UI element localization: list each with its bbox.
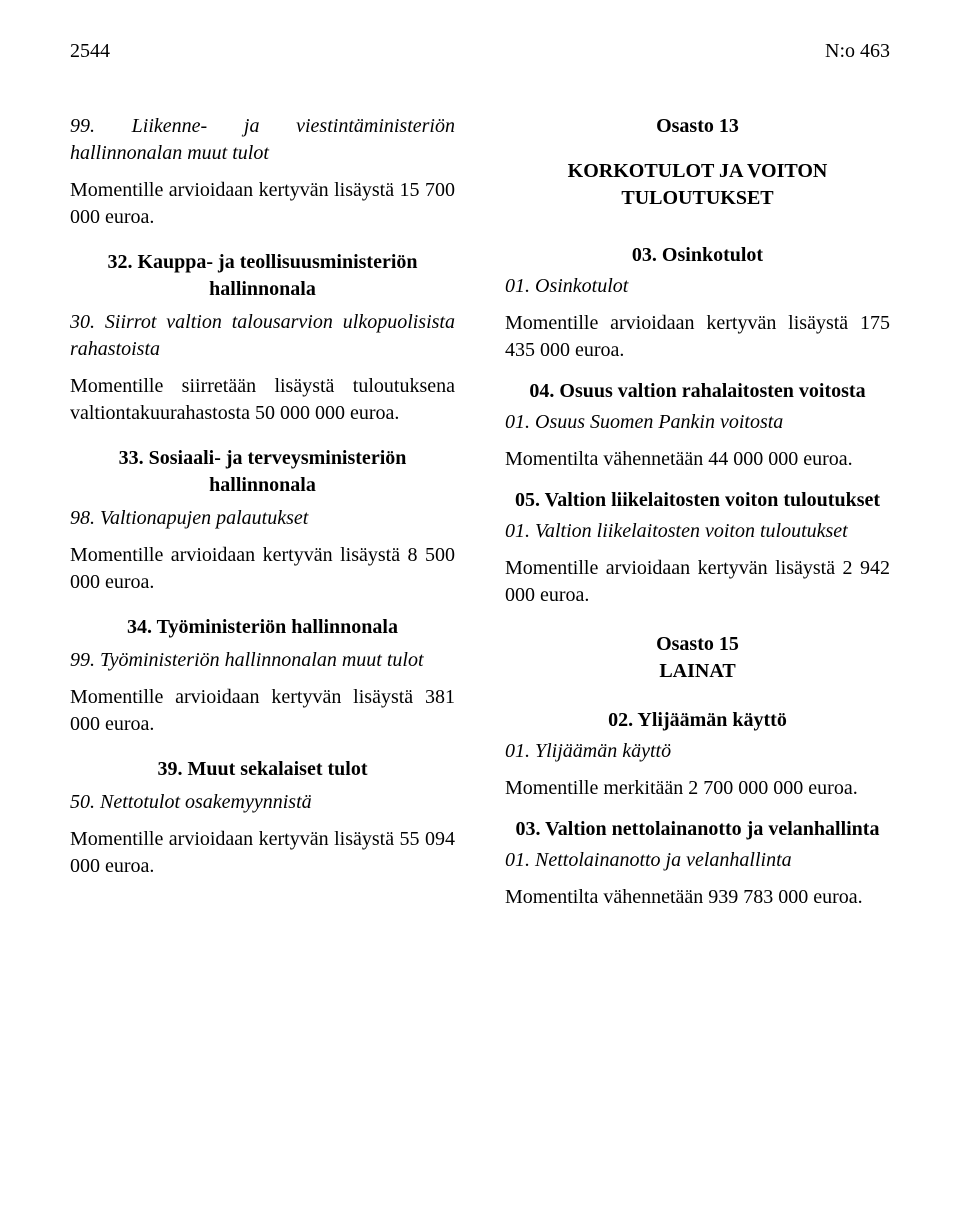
item-title: 01. Ylijäämän käyttö <box>505 738 890 765</box>
item-99-tyoministerion: 99. Työministeriön hallinnonalan muut tu… <box>70 647 455 738</box>
item-body: Momentille arvioidaan kertyvän lisäystä … <box>70 177 455 231</box>
item-body: Momentille arvioidaan kertyvän lisäystä … <box>505 555 890 609</box>
document-reference: N:o 463 <box>825 40 890 63</box>
item-body: Momentille siirretään lisäystä tuloutuks… <box>70 373 455 427</box>
section-03-head: 03. Osinkotulot <box>505 242 890 269</box>
item-body: Momentille arvioidaan kertyvän lisäystä … <box>70 542 455 596</box>
item-01-ylijaaman: 01. Ylijäämän käyttö Momentille merkitää… <box>505 738 890 802</box>
item-body: Momentille arvioidaan kertyvän lisäystä … <box>70 826 455 880</box>
section-39-head: 39. Muut sekalaiset tulot <box>70 756 455 783</box>
osasto-15-label: Osasto 15 <box>505 631 890 658</box>
osasto-13-head: KORKOTULOT JA VOITON TULOUTUKSET <box>505 158 890 212</box>
item-01-nettolainanotto: 01. Nettolainanotto ja velanhallinta Mom… <box>505 847 890 911</box>
section-32-head: 32. Kauppa- ja teollisuusministeriön hal… <box>70 249 455 303</box>
section-04-head: 04. Osuus valtion rahalaitosten voitosta <box>505 378 890 405</box>
page-number: 2544 <box>70 40 110 63</box>
item-title: 01. Osuus Suomen Pankin voitosta <box>505 409 890 436</box>
section-33-head: 33. Sosiaali- ja terveysministeriön hall… <box>70 445 455 499</box>
item-title: 50. Nettotulot osakemyynnistä <box>70 789 455 816</box>
item-title: 99. Liikenne- ja viestintäministeriön ha… <box>70 113 455 167</box>
item-title: 01. Osinkotulot <box>505 273 890 300</box>
section-05-head: 05. Valtion liikelaitosten voiton tulout… <box>505 487 890 514</box>
item-title: 01. Valtion liikelaitosten voiton tulout… <box>505 518 890 545</box>
page: 2544 N:o 463 99. Liikenne- ja viestintäm… <box>0 0 960 961</box>
item-title: 98. Valtionapujen palautukset <box>70 505 455 532</box>
right-column: Osasto 13 KORKOTULOT JA VOITON TULOUTUKS… <box>505 113 890 921</box>
item-01-osinkotulot: 01. Osinkotulot Momentille arvioidaan ke… <box>505 273 890 364</box>
item-01-liikelaitosten: 01. Valtion liikelaitosten voiton tulout… <box>505 518 890 609</box>
osasto-13-label: Osasto 13 <box>505 113 890 140</box>
item-title: 30. Siirrot valtion talousarvion ulkopuo… <box>70 309 455 363</box>
page-header: 2544 N:o 463 <box>70 40 890 63</box>
section-03b-head: 03. Valtion nettolainanotto ja velanhall… <box>505 816 890 843</box>
item-body: Momentille arvioidaan kertyvän lisäystä … <box>70 684 455 738</box>
item-98-valtionapujen: 98. Valtionapujen palautukset Momentille… <box>70 505 455 596</box>
item-title: 01. Nettolainanotto ja velanhallinta <box>505 847 890 874</box>
left-column: 99. Liikenne- ja viestintäministeriön ha… <box>70 113 455 921</box>
item-title: 99. Työministeriön hallinnonalan muut tu… <box>70 647 455 674</box>
osasto-15-head: LAINAT <box>505 658 890 685</box>
item-body: Momentilta vähennetään 939 783 000 euroa… <box>505 884 890 911</box>
item-50-nettotulot: 50. Nettotulot osakemyynnistä Momentille… <box>70 789 455 880</box>
content-columns: 99. Liikenne- ja viestintäministeriön ha… <box>70 113 890 921</box>
item-01-osuus-pankin: 01. Osuus Suomen Pankin voitosta Momenti… <box>505 409 890 473</box>
item-30-siirrot: 30. Siirrot valtion talousarvion ulkopuo… <box>70 309 455 427</box>
item-body: Momentille arvioidaan kertyvän lisäystä … <box>505 310 890 364</box>
item-99-liikenne: 99. Liikenne- ja viestintäministeriön ha… <box>70 113 455 231</box>
section-02-head: 02. Ylijäämän käyttö <box>505 707 890 734</box>
item-body: Momentilta vähennetään 44 000 000 euroa. <box>505 446 890 473</box>
section-34-head: 34. Työministeriön hallinnonala <box>70 614 455 641</box>
item-body: Momentille merkitään 2 700 000 000 euroa… <box>505 775 890 802</box>
